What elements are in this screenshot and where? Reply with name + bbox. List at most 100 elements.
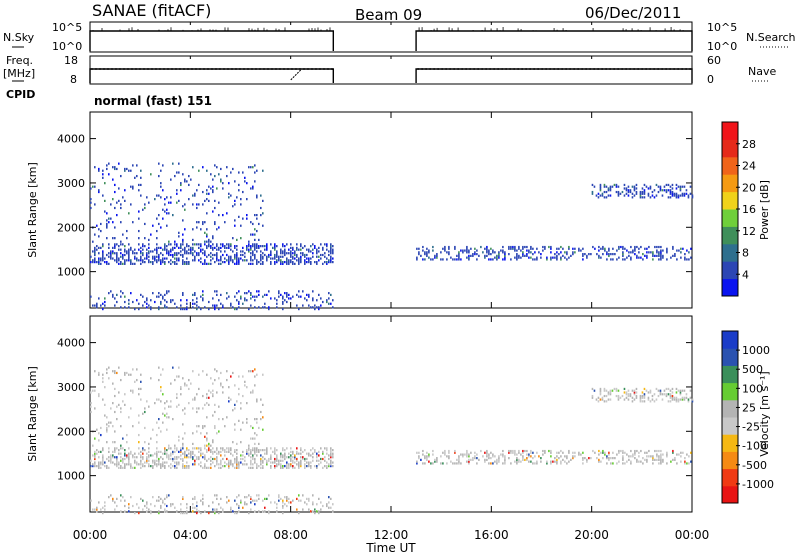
power-cell [264,245,266,248]
power-cell [246,245,248,248]
power-cell [156,248,158,251]
velocity-cell [306,461,308,464]
velocity-cell [176,510,178,513]
power-cell [138,243,140,246]
power-cell [671,190,674,194]
power-cell [202,290,204,293]
velocity-cell [220,384,222,387]
velocity-cell [170,405,172,408]
power-cell [512,247,514,250]
power-cell [488,251,490,254]
power-cell [236,248,238,251]
power-cell [292,295,294,298]
power-cell [170,299,172,302]
velocity-cell [252,389,254,392]
power-cell [330,245,332,248]
power-cell [198,169,200,172]
velocity-cell [174,456,176,459]
velocity-cell [162,412,164,415]
power-cell [212,189,214,192]
power-cell [110,252,112,255]
velocity-cell [124,373,126,376]
velocity-cell [188,449,190,452]
power-cell [116,300,118,304]
power-cell [286,257,288,260]
colorbar-swatch [722,417,738,435]
power-cell [186,306,188,309]
power-cell [627,189,630,192]
power-cell [206,192,208,195]
power-cell [633,187,636,190]
power-cell [90,260,92,264]
power-cell [252,250,254,253]
velocity-cell [516,458,518,461]
nave-tick-top: 60 [707,54,721,67]
velocity-cell [332,464,334,468]
power-cell [468,251,470,254]
velocity-cell [250,450,252,454]
power-cell [226,243,228,246]
power-cell [288,297,290,300]
velocity-cell [150,377,152,380]
colorbar-tick-label: -1000 [742,478,774,491]
velocity-cell [252,466,254,469]
velocity-cell [96,464,98,468]
velocity-cell [116,417,118,421]
velocity-cell [288,466,290,469]
power-cell [615,185,618,188]
velocity-cell [216,459,218,462]
power-cell [518,256,520,259]
velocity-cell [234,428,236,431]
velocity-cell [222,447,224,450]
velocity-cell [160,504,162,508]
power-cell [666,249,668,252]
power-cell [444,245,446,249]
power-cell [102,302,104,305]
velocity-cell [330,454,332,457]
x-tick-label: 04:00 [173,528,208,542]
power-cell [238,257,240,260]
power-cell [90,201,92,204]
power-cell [128,212,130,215]
power-cell [128,259,130,262]
velocity-cell [162,501,164,504]
velocity-cell [426,455,428,458]
power-cell [658,245,660,249]
velocity-cell [681,396,684,399]
power-cell [284,245,286,248]
power-cell [158,174,160,178]
power-cell [196,226,198,229]
velocity-cell [504,460,506,463]
velocity-cell [650,455,652,458]
power-cell [210,187,212,190]
velocity-cell [212,461,214,464]
power-cell [222,182,224,185]
power-cell [138,183,140,187]
velocity-cell [216,457,218,461]
power-cell [242,217,244,220]
power-cell [182,248,184,251]
power-cell [122,233,124,236]
power-cell [174,302,176,305]
velocity-cell [478,458,480,461]
velocity-cell [220,466,222,469]
power-cell [288,259,290,262]
power-cell [124,262,126,265]
velocity-cell [154,402,156,405]
velocity-cell [256,447,258,450]
power-cell [450,256,452,259]
velocity-cell [128,461,130,464]
power-cell [156,255,158,258]
power-cell [236,299,238,302]
power-cell [578,249,580,252]
power-cell [270,260,272,264]
power-cell [270,262,272,265]
velocity-cell [228,400,230,403]
power-cell [184,252,186,255]
power-cell [635,190,638,194]
velocity-cell [116,459,118,462]
velocity-cell [446,462,448,465]
power-cell [266,255,268,258]
power-cell [514,256,516,259]
power-cell [280,262,282,265]
